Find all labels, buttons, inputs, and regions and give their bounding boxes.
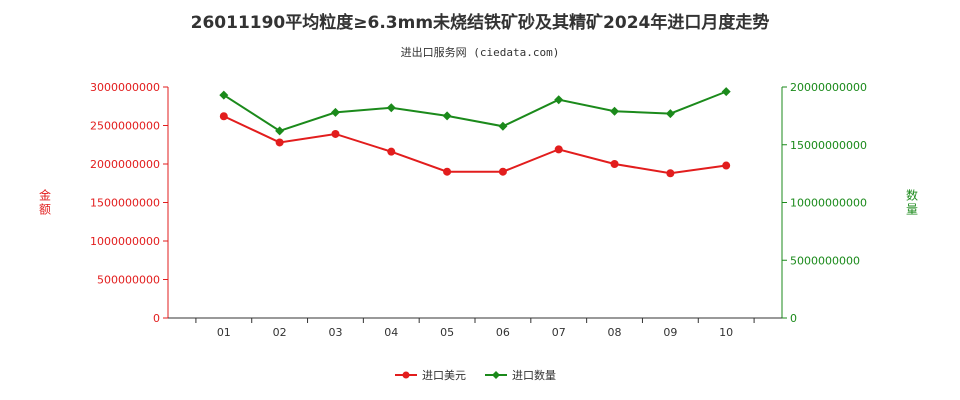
series-point-2 [498,121,508,131]
series-point-1 [275,138,284,147]
series-point-1 [219,112,228,121]
series-point-1 [331,129,340,138]
legend-label-2: 进口数量 [512,369,556,382]
series-point-1 [722,161,731,170]
x-tick-label: 09 [663,326,677,339]
series-point-2 [219,90,229,100]
x-tick-label: 05 [440,326,454,339]
series-point-2 [554,95,564,105]
series-point-2 [386,103,396,113]
series-point-1 [387,147,396,156]
left-tick-label: 500000000 [97,274,160,287]
right-tick-label: 5000000000 [790,254,860,267]
series-point-1 [498,167,507,176]
left-tick-label: 0 [153,312,160,325]
left-tick-label: 1000000000 [90,235,160,248]
x-tick-label: 04 [384,326,398,339]
series-point-1 [554,145,563,154]
series-point-2 [442,111,452,121]
left-tick-label: 1500000000 [90,197,160,210]
series-point-2 [330,107,340,117]
x-tick-label: 06 [496,326,510,339]
right-axis-title: 数 [906,188,918,203]
left-tick-label: 2000000000 [90,158,160,171]
right-tick-label: 10000000000 [790,197,867,210]
x-tick-label: 10 [719,326,733,339]
chart-title: 26011190平均粒度≥6.3mm未烧结铁矿砂及其精矿2024年进口月度走势 [190,13,770,33]
left-axis-title: 额 [39,203,51,217]
right-tick-label: 15000000000 [790,139,867,152]
legend-marker-1 [402,371,410,379]
right-axis-title: 量 [906,203,918,217]
right-tick-label: 20000000000 [790,81,867,94]
series-line-2 [223,90,727,132]
series-point-2 [610,106,620,116]
chart-subtitle: 进出口服务网 (ciedata.com) [400,46,560,59]
series-line-1 [223,115,727,175]
series-point-2 [275,126,285,136]
series-point-1 [610,160,619,168]
legend-label-1: 进口美元 [422,369,466,382]
x-tick-label: 03 [328,326,342,339]
left-tick-label: 2500000000 [90,120,160,133]
x-tick-label: 07 [552,326,566,339]
series-point-1 [666,169,675,178]
series-point-1 [443,167,452,176]
series-point-2 [721,87,731,97]
x-tick-label: 01 [217,326,231,339]
left-tick-label: 3000000000 [90,81,160,94]
left-axis-title: 金 [39,188,51,203]
x-tick-label: 08 [608,326,622,339]
right-tick-label: 0 [790,312,797,325]
series-point-2 [665,109,675,119]
x-tick-label: 02 [273,326,287,339]
legend-marker-2 [492,371,500,379]
